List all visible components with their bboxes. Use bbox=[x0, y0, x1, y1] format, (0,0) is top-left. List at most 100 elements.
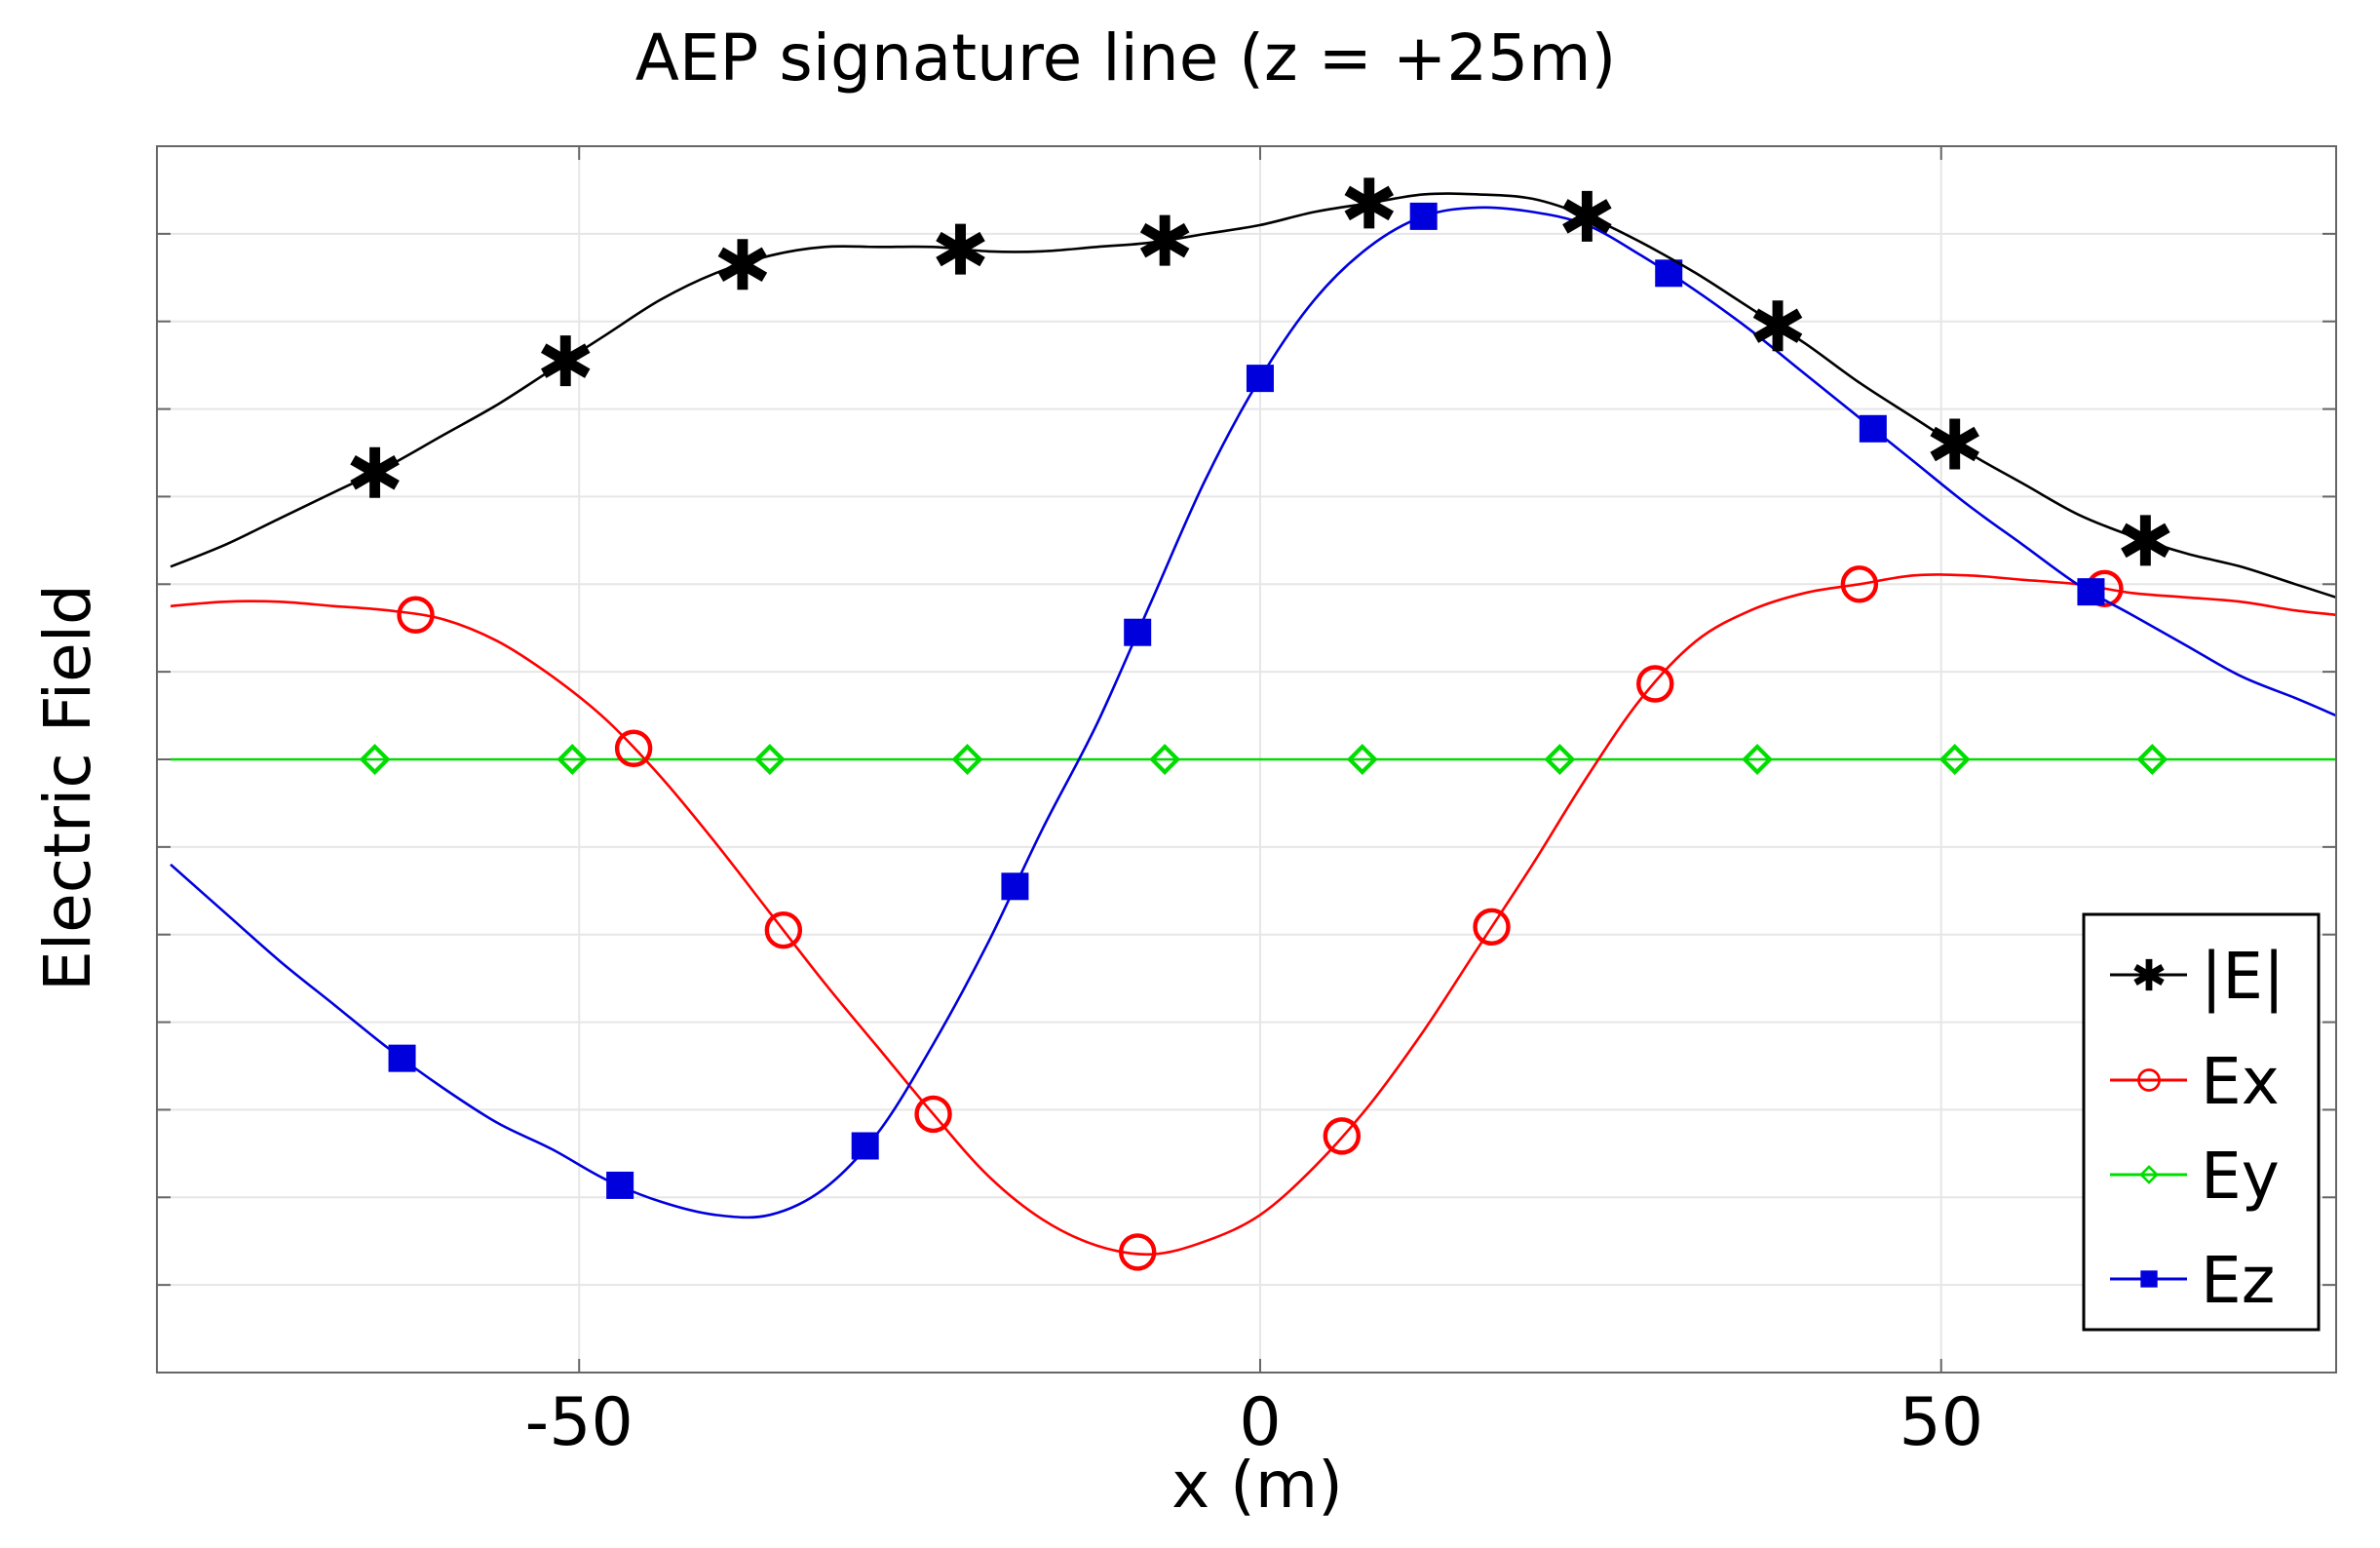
square-shape bbox=[1124, 618, 1152, 646]
circle-shape bbox=[1473, 908, 1511, 947]
data-point-ey bbox=[753, 744, 786, 775]
data-point-ez bbox=[1655, 259, 1683, 288]
series-ey bbox=[171, 744, 2336, 775]
star-arm bbox=[1562, 199, 1612, 234]
axis-ticks bbox=[157, 146, 2336, 1373]
data-point-ex bbox=[1473, 908, 1511, 947]
data-point-abs-e bbox=[717, 239, 768, 290]
data-point-abs-e bbox=[1752, 300, 1803, 352]
circle-shape bbox=[1118, 1233, 1157, 1271]
legend-item-abs-e: |E| bbox=[2110, 939, 2284, 1014]
diamond-shape bbox=[1939, 744, 1971, 775]
data-point-ey bbox=[2136, 744, 2169, 775]
legend-items: |E| Ex Ey Ez bbox=[2110, 939, 2284, 1318]
legend-item-ex: Ex bbox=[2110, 1044, 2280, 1119]
star-arm bbox=[1139, 222, 1190, 258]
legend-item-ez: Ez bbox=[2110, 1243, 2275, 1318]
plot-frame bbox=[156, 145, 2337, 1374]
circle-shape bbox=[2137, 1068, 2161, 1092]
data-point-ez bbox=[1409, 202, 1438, 230]
data-point-abs-e bbox=[541, 335, 591, 387]
data-point-ez bbox=[1124, 618, 1152, 646]
legend-item-ey: Ey bbox=[2110, 1139, 2280, 1214]
x-axis-label: x (m) bbox=[1171, 1448, 1343, 1523]
circle-shape bbox=[1840, 565, 1879, 603]
square-shape bbox=[1859, 414, 1887, 443]
data-point-ex bbox=[614, 729, 653, 767]
data-point-ey bbox=[557, 744, 589, 775]
diamond-shape bbox=[2139, 1165, 2159, 1184]
star-arm bbox=[541, 343, 591, 378]
series-abs-e bbox=[170, 177, 2337, 600]
series-ez bbox=[170, 202, 2337, 1219]
diamond-shape bbox=[1346, 744, 1378, 775]
legend: |E| Ex Ey Ez bbox=[2082, 912, 2321, 1332]
legend-marker-ey bbox=[2139, 1165, 2159, 1184]
data-point-ey bbox=[1544, 744, 1576, 775]
data-point-ex bbox=[764, 911, 803, 949]
chart-title: AEP signature line (z = +25m) bbox=[635, 20, 1617, 96]
x-tick-label: -50 bbox=[525, 1384, 633, 1461]
legend-label-ez: Ez bbox=[2201, 1243, 2275, 1318]
square-shape bbox=[2077, 578, 2105, 606]
y-axis-label: Electric Field bbox=[30, 584, 105, 991]
square-shape bbox=[1001, 872, 1029, 901]
data-point-abs-e bbox=[2121, 515, 2170, 566]
data-point-abs-e bbox=[1562, 190, 1612, 242]
square-shape bbox=[851, 1132, 879, 1160]
data-point-ex bbox=[1323, 1117, 1362, 1155]
x-tick-label: 50 bbox=[1899, 1384, 1983, 1461]
star-arm bbox=[1752, 308, 1803, 343]
data-point-ey bbox=[359, 744, 391, 775]
data-point-abs-e bbox=[1139, 214, 1190, 266]
series-line-abs-e bbox=[170, 192, 2337, 600]
data-point-ez bbox=[2077, 578, 2105, 606]
data-point-ex bbox=[914, 1095, 952, 1134]
data-point-ez bbox=[1246, 365, 1274, 393]
diamond-shape bbox=[1149, 744, 1181, 775]
series-layer bbox=[170, 177, 2337, 1271]
star-arm bbox=[1930, 426, 1979, 462]
diamond-shape bbox=[2136, 744, 2169, 775]
data-point-ez bbox=[388, 1044, 416, 1072]
data-point-abs-e bbox=[936, 223, 985, 275]
circle-shape bbox=[614, 729, 653, 767]
legend-marker-abs-e bbox=[2133, 958, 2165, 991]
circle-shape bbox=[397, 596, 435, 634]
square-shape bbox=[2140, 1270, 2158, 1288]
legend-label-abs-e: |E| bbox=[2201, 939, 2284, 1014]
star-arm bbox=[1344, 185, 1395, 221]
star-arm bbox=[350, 454, 400, 490]
diamond-shape bbox=[753, 744, 786, 775]
data-point-ey bbox=[951, 744, 983, 775]
square-shape bbox=[606, 1171, 634, 1199]
data-point-ey bbox=[1939, 744, 1971, 775]
data-point-ez bbox=[1859, 414, 1887, 443]
series-ex bbox=[170, 565, 2337, 1271]
x-tick-label: 0 bbox=[1239, 1384, 1281, 1461]
star-arm bbox=[2121, 522, 2170, 559]
square-shape bbox=[1246, 365, 1274, 393]
square-shape bbox=[1409, 202, 1438, 230]
data-point-abs-e bbox=[350, 446, 400, 498]
circle-shape bbox=[914, 1095, 952, 1134]
diamond-shape bbox=[1544, 744, 1576, 775]
data-point-ex bbox=[1840, 565, 1879, 603]
legend-label-ex: Ex bbox=[2201, 1044, 2280, 1119]
square-shape bbox=[388, 1044, 416, 1072]
star-arm bbox=[717, 247, 768, 283]
circle-shape bbox=[1323, 1117, 1362, 1155]
data-point-ey bbox=[1742, 744, 1774, 775]
series-line-ez bbox=[170, 206, 2337, 1219]
legend-box bbox=[2082, 912, 2321, 1332]
data-point-ey bbox=[1346, 744, 1378, 775]
data-point-abs-e bbox=[1930, 418, 1979, 470]
diamond-shape bbox=[359, 744, 391, 775]
legend-marker-ez bbox=[2140, 1270, 2158, 1288]
square-shape bbox=[1655, 259, 1683, 288]
data-point-ez bbox=[606, 1171, 634, 1199]
diamond-shape bbox=[557, 744, 589, 775]
